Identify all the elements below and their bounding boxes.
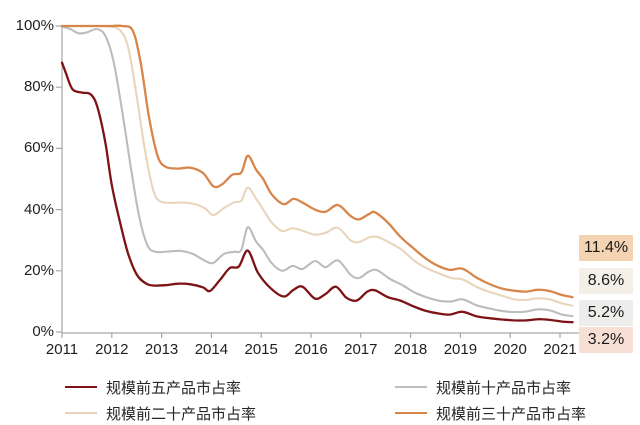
x-tick-label: 2018 — [393, 341, 428, 358]
legend-label-top5: 规模前五产品市占率 — [106, 379, 242, 397]
legend-swatch-top20-icon — [65, 412, 97, 414]
x-tick-label: 2017 — [344, 341, 378, 358]
y-tick-label: 60% — [23, 139, 54, 157]
legend-label-top10: 规模前十产品市占率 — [436, 379, 572, 397]
x-tick-label: 2012 — [95, 341, 129, 358]
x-tick-label: 2015 — [244, 341, 278, 358]
x-tick-label: 2016 — [294, 341, 328, 358]
y-tick-label: 20% — [23, 261, 54, 279]
x-tick-label: 2019 — [443, 341, 478, 358]
end-value-badge-top5: 3.2% — [579, 327, 633, 353]
y-tick-label: 100% — [15, 17, 54, 34]
legend-item-top5: 规模前五产品市占率 — [65, 376, 241, 398]
legend-item-top10: 规模前十产品市占率 — [395, 376, 571, 398]
x-tick-label: 2014 — [194, 341, 229, 358]
x-tick-label: 2013 — [144, 341, 179, 358]
y-tick-label: 40% — [23, 200, 54, 218]
legend-swatch-top5-icon — [65, 386, 97, 388]
end-value-badge-top20: 8.6% — [579, 268, 633, 294]
axes — [56, 25, 628, 338]
series-line-3 — [60, 24, 574, 299]
legend-swatch-top10-icon — [395, 386, 427, 388]
series-line-2 — [60, 24, 574, 307]
legend-item-top30: 规模前三十产品市占率 — [395, 402, 586, 424]
series-line-1 — [60, 25, 574, 318]
end-value-badge-top10: 5.2% — [579, 300, 633, 326]
legend-label-top20: 规模前二十产品市占率 — [106, 405, 257, 423]
series-line-0 — [60, 61, 574, 324]
legend-swatch-top30-icon — [395, 412, 427, 414]
legend-item-top20: 规模前二十产品市占率 — [65, 402, 256, 424]
x-tick-label: 2020 — [493, 341, 527, 358]
end-value-badge-top30: 11.4% — [579, 235, 633, 261]
x-tick-label: 2011 — [45, 341, 79, 358]
y-tick-label: 0% — [32, 323, 54, 340]
x-tick-label: 2021 — [543, 341, 577, 358]
y-tick-label: 80% — [23, 78, 54, 96]
legend-label-top30: 规模前三十产品市占率 — [436, 405, 587, 423]
